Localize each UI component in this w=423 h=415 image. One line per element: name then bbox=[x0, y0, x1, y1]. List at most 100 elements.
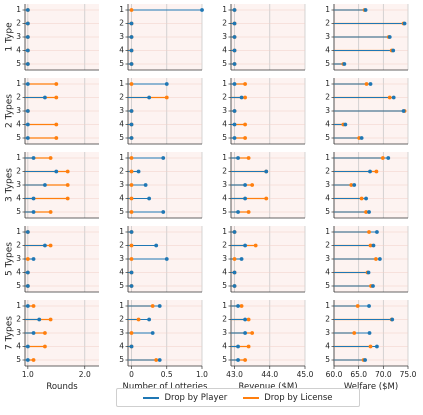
y-tick-label: 2 bbox=[222, 241, 227, 250]
y-tick-label: 2 bbox=[119, 241, 124, 250]
y-tick-label: 3 bbox=[16, 180, 21, 189]
y-tick-label: 4 bbox=[222, 120, 227, 129]
y-tick-label: 5 bbox=[325, 355, 330, 364]
legend-swatch-player bbox=[143, 396, 160, 399]
license-point bbox=[364, 210, 368, 214]
y-tick-label: 2 bbox=[222, 93, 227, 102]
player-point bbox=[31, 156, 36, 160]
y-tick-label: 2 bbox=[222, 19, 227, 28]
y-tick-label: 3 bbox=[222, 328, 227, 337]
player-point bbox=[43, 95, 47, 100]
license-point bbox=[349, 183, 354, 187]
y-tick-label: 5 bbox=[16, 281, 21, 290]
player-point bbox=[129, 48, 134, 53]
license-point bbox=[164, 95, 169, 100]
row-facet-label: 7 Types bbox=[5, 316, 15, 350]
player-point bbox=[157, 304, 162, 308]
y-tick-label: 2 bbox=[16, 241, 21, 250]
player-point bbox=[232, 8, 237, 12]
player-point bbox=[236, 358, 240, 362]
player-point bbox=[129, 109, 134, 113]
license-point bbox=[250, 183, 255, 187]
player-point bbox=[54, 169, 59, 174]
y-tick-label: 1 bbox=[222, 79, 227, 88]
player-point bbox=[367, 210, 371, 214]
license-point bbox=[246, 344, 251, 349]
chart-legend: Drop by Player Drop by License bbox=[116, 388, 360, 407]
player-point bbox=[200, 8, 204, 12]
license-point bbox=[136, 317, 141, 322]
y-tick-label: 1 bbox=[325, 301, 330, 310]
y-tick-label: 2 bbox=[119, 93, 124, 102]
license-point bbox=[264, 196, 269, 201]
player-point bbox=[25, 284, 30, 288]
player-point bbox=[232, 62, 237, 66]
y-tick-label: 5 bbox=[325, 59, 330, 68]
y-tick-label: 1 bbox=[119, 301, 124, 310]
y-tick-label: 4 bbox=[16, 194, 21, 203]
player-point bbox=[236, 156, 240, 160]
y-tick-label: 5 bbox=[16, 133, 21, 142]
player-point bbox=[236, 344, 240, 349]
license-point bbox=[364, 82, 369, 86]
row-facet-label: 3 Types bbox=[5, 168, 15, 202]
license-point bbox=[352, 331, 357, 335]
player-point bbox=[375, 344, 379, 349]
legend-label-player: Drop by Player bbox=[164, 392, 228, 403]
x-tick-label: 45.0 bbox=[297, 370, 314, 379]
player-point bbox=[232, 270, 237, 275]
y-tick-label: 4 bbox=[222, 342, 227, 351]
license-point bbox=[54, 95, 59, 100]
player-point bbox=[232, 35, 237, 39]
player-point bbox=[143, 183, 148, 187]
player-point bbox=[129, 21, 134, 26]
y-tick-label: 1 bbox=[325, 79, 330, 88]
y-tick-label: 4 bbox=[119, 194, 124, 203]
license-point bbox=[129, 257, 134, 261]
player-point bbox=[25, 358, 30, 362]
x-tick-label: 60.0 bbox=[326, 370, 343, 379]
legend-label-license: Drop by License bbox=[264, 392, 333, 403]
player-point bbox=[25, 136, 30, 140]
license-point bbox=[387, 95, 392, 100]
y-tick-label: 2 bbox=[325, 241, 330, 250]
y-tick-label: 1 bbox=[222, 153, 227, 162]
player-point bbox=[129, 122, 134, 127]
player-point bbox=[243, 183, 247, 187]
y-tick-label: 5 bbox=[119, 59, 124, 68]
y-tick-label: 4 bbox=[222, 268, 227, 277]
license-point bbox=[48, 156, 53, 160]
x-tick-label: 44.0 bbox=[261, 370, 278, 379]
player-point bbox=[391, 95, 396, 100]
y-tick-label: 1 bbox=[325, 153, 330, 162]
y-tick-label: 4 bbox=[325, 194, 330, 203]
y-tick-label: 1 bbox=[119, 79, 124, 88]
y-tick-label: 3 bbox=[222, 32, 227, 41]
license-point bbox=[243, 122, 247, 127]
player-point bbox=[37, 317, 42, 322]
license-point bbox=[129, 169, 134, 174]
x-tick-label: 43.0 bbox=[226, 370, 243, 379]
license-point bbox=[31, 358, 36, 362]
player-point bbox=[239, 95, 244, 100]
y-tick-label: 1 bbox=[16, 5, 21, 14]
player-point bbox=[367, 304, 371, 308]
player-point bbox=[390, 317, 395, 322]
y-tick-label: 2 bbox=[16, 167, 21, 176]
player-point bbox=[391, 48, 396, 53]
y-tick-label: 2 bbox=[325, 93, 330, 102]
player-point bbox=[147, 317, 152, 322]
license-point bbox=[367, 230, 371, 234]
y-tick-label: 5 bbox=[119, 207, 124, 216]
y-tick-label: 2 bbox=[325, 315, 330, 324]
player-point bbox=[129, 62, 134, 66]
player-point bbox=[239, 257, 244, 261]
y-tick-label: 4 bbox=[16, 120, 21, 129]
license-point bbox=[246, 210, 251, 214]
x-tick-label: 75.0 bbox=[400, 370, 417, 379]
y-tick-label: 3 bbox=[325, 106, 330, 115]
legend-item-player: Drop by Player bbox=[143, 393, 227, 403]
x-tick-label: 1.0 bbox=[196, 370, 208, 379]
license-point bbox=[355, 304, 360, 308]
